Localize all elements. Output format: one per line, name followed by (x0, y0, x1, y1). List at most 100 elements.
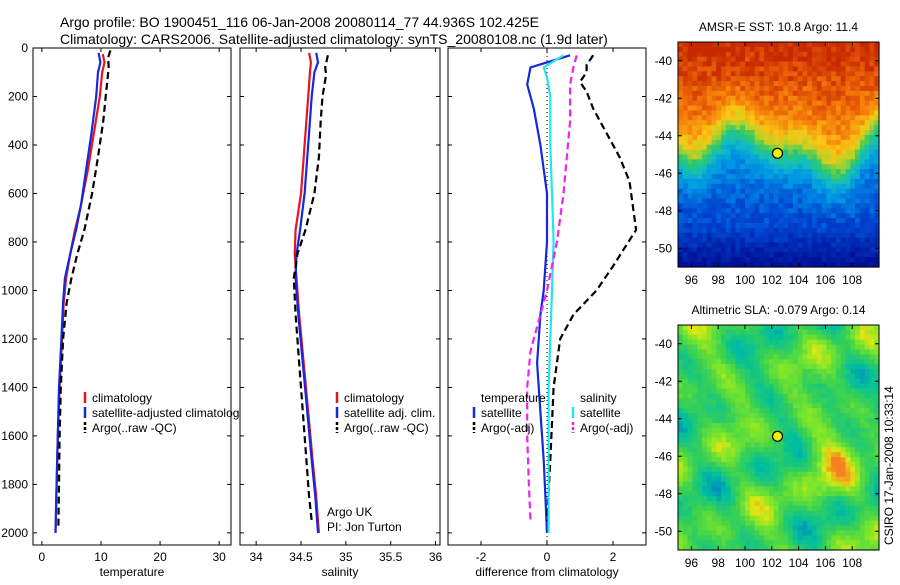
map-cell (701, 520, 708, 527)
map-cell (845, 378, 851, 385)
map-cell (768, 437, 775, 443)
map-cell (759, 218, 765, 224)
map-cell (797, 442, 804, 448)
map-cell (716, 198, 722, 205)
map-cell (697, 369, 703, 375)
map-cell (716, 540, 722, 546)
map-cell (792, 76, 799, 82)
map-cell (864, 252, 871, 258)
map-cell (783, 130, 789, 136)
map-cell (788, 417, 794, 424)
map-cell (855, 520, 861, 527)
map-cell (678, 61, 684, 68)
map-cell (764, 218, 770, 224)
map-cell (697, 51, 703, 58)
map-cell (759, 105, 765, 112)
map-cell (749, 461, 756, 468)
map-cell (687, 90, 693, 97)
map-cell (721, 149, 727, 156)
map-cell (874, 183, 880, 190)
map-cell (759, 422, 765, 429)
map-cell (692, 257, 698, 263)
map-cell (831, 369, 837, 375)
map-cell (682, 457, 689, 463)
map-cell (716, 476, 722, 483)
map-cell (682, 466, 689, 473)
map-cell (701, 373, 708, 380)
map-cell (812, 349, 818, 355)
map-cell (831, 61, 837, 68)
map-cell (783, 383, 789, 390)
map-cell (855, 51, 861, 58)
map-cell (678, 373, 684, 380)
map-cell (692, 232, 698, 239)
map-cell (749, 442, 756, 448)
map-cell (725, 452, 732, 458)
map-cell (735, 61, 741, 68)
map-cell (788, 61, 794, 68)
map-cell (682, 178, 689, 185)
map-cell (749, 149, 756, 156)
map-cell (778, 208, 784, 214)
map-cell (682, 447, 689, 453)
map-cell (845, 125, 851, 131)
map-cell (812, 262, 818, 268)
map-cell (749, 344, 756, 351)
map-cell (874, 188, 880, 195)
map-cell (687, 125, 693, 131)
map-cell (745, 247, 751, 253)
map-cell (725, 252, 732, 258)
map-cell (835, 364, 842, 370)
map-cell (778, 349, 784, 355)
map-cell (749, 178, 756, 185)
map-cell (768, 56, 775, 63)
map-cell (773, 398, 780, 404)
map-cell (792, 359, 799, 365)
map-cell (788, 349, 794, 355)
map-cell (768, 398, 775, 404)
map-cell (840, 120, 847, 126)
map-cell (797, 447, 804, 453)
map-cell (706, 354, 713, 360)
map-cell (855, 198, 861, 205)
map-cell (773, 359, 780, 365)
map-cell (869, 61, 875, 68)
map-cell (788, 139, 794, 146)
map-cell (788, 169, 794, 175)
map-cell (792, 203, 799, 209)
map-cell (725, 334, 732, 341)
map-cell (855, 95, 861, 102)
map-cell (807, 447, 813, 453)
map-cell (682, 232, 689, 239)
map-cell (850, 457, 856, 463)
map-cell (759, 496, 765, 502)
map-cell (807, 339, 813, 346)
map-cell (754, 222, 760, 229)
map-cell (855, 71, 861, 77)
map-cell (831, 388, 837, 395)
map-cell (850, 95, 856, 102)
map-cell (783, 178, 789, 185)
map-cell (778, 520, 784, 527)
map-cell (850, 339, 856, 346)
map-cell (721, 339, 727, 346)
map-cell (821, 369, 827, 375)
map-cell (826, 535, 832, 541)
map-cell (869, 417, 875, 424)
map-cell (759, 413, 765, 419)
map-cell (826, 545, 832, 551)
map-cell (850, 510, 856, 517)
map-cell (859, 198, 866, 205)
map-cell (764, 496, 770, 502)
map-cell (864, 525, 871, 532)
map-cell (850, 198, 856, 205)
map-cell (745, 242, 751, 249)
map-cell (792, 81, 799, 87)
map-cell (740, 447, 746, 453)
map-cell (711, 422, 717, 429)
map-cell (697, 545, 703, 551)
map-cell (725, 457, 732, 463)
map-cell (735, 115, 741, 121)
map-cell (716, 417, 722, 424)
map-cell (812, 432, 818, 439)
